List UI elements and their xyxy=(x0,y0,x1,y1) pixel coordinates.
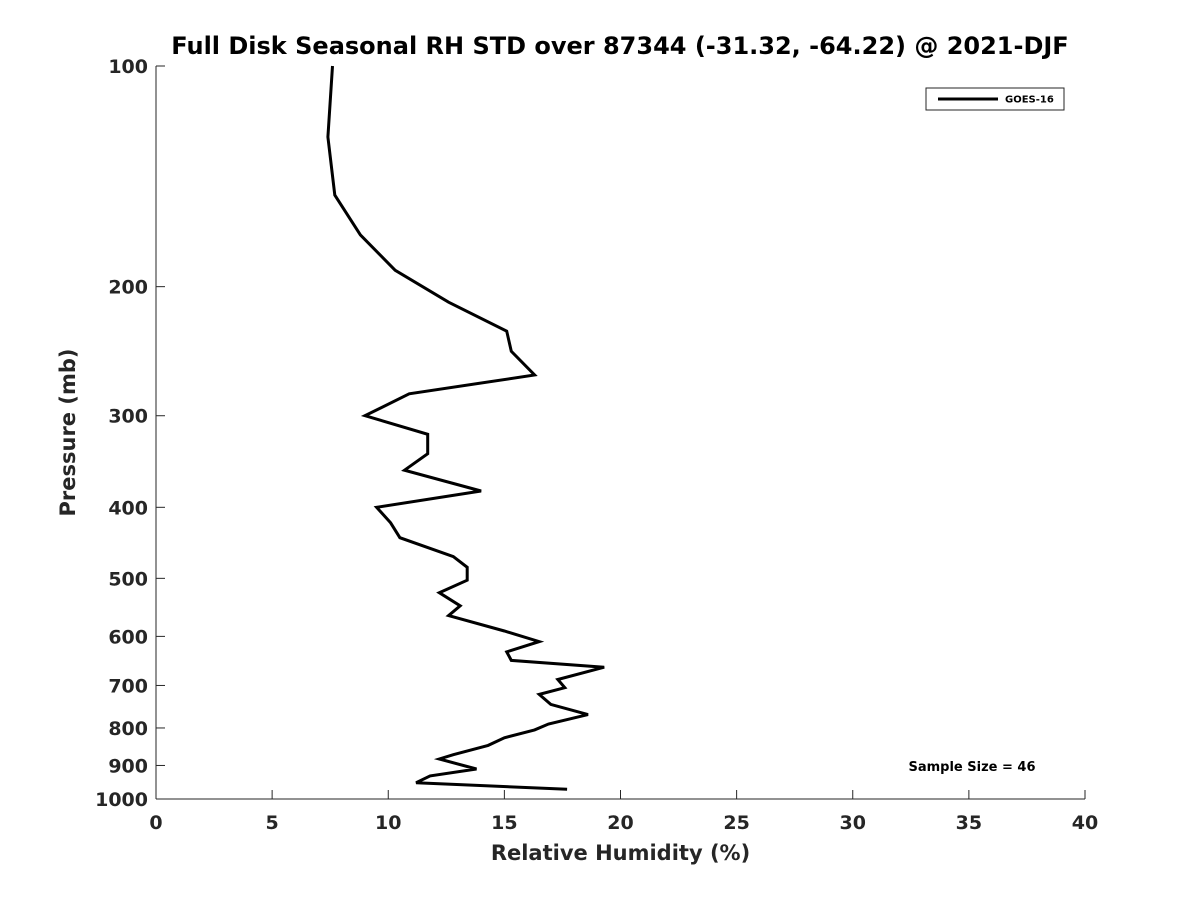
y-tick-label: 100 xyxy=(108,56,148,78)
y-ticks: 100 200 300 400 500 600 700 800 900 1000 xyxy=(95,56,165,811)
x-tick-label: 10 xyxy=(375,812,401,834)
x-tick-label: 25 xyxy=(723,812,749,834)
x-tick-label: 0 xyxy=(149,812,162,834)
legend-label: GOES-16 xyxy=(1005,95,1054,106)
y-tick-label: 600 xyxy=(108,626,148,648)
legend: GOES-16 xyxy=(925,87,1065,111)
sample-size-annotation: Sample Size = 46 xyxy=(908,760,1035,775)
plot-lines xyxy=(326,65,605,791)
y-tick-label: 1000 xyxy=(95,789,148,811)
y-tick-label: 900 xyxy=(108,755,148,777)
x-tick-label: 5 xyxy=(266,812,279,834)
y-tick-label: 800 xyxy=(108,718,148,740)
y-axis-label: Pressure (mb) xyxy=(56,349,80,517)
chart-title: Full Disk Seasonal RH STD over 87344 (-3… xyxy=(171,32,1068,60)
y-tick-label: 700 xyxy=(108,675,148,697)
y-tick-label: 300 xyxy=(108,406,148,428)
y-tick-label: 400 xyxy=(108,497,148,519)
x-tick-label: 20 xyxy=(607,812,633,834)
y-tick-label: 500 xyxy=(108,568,148,590)
x-ticks: 0 5 10 15 20 25 30 35 40 xyxy=(149,790,1098,834)
x-tick-label: 35 xyxy=(956,812,982,834)
x-tick-label: 40 xyxy=(1072,812,1098,834)
y-tick-label: 200 xyxy=(108,277,148,299)
x-tick-label: 15 xyxy=(491,812,517,834)
x-tick-label: 30 xyxy=(840,812,866,834)
x-axis-label: Relative Humidity (%) xyxy=(491,841,750,865)
series-line-0 xyxy=(326,65,605,791)
